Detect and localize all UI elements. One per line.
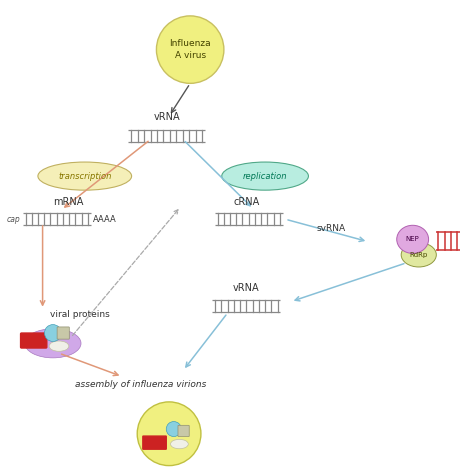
- FancyBboxPatch shape: [57, 327, 69, 339]
- Text: AAAA: AAAA: [93, 215, 117, 224]
- Ellipse shape: [397, 225, 428, 254]
- Text: svRNA: svRNA: [316, 224, 345, 233]
- Text: cap: cap: [7, 215, 20, 224]
- Ellipse shape: [38, 162, 132, 190]
- Ellipse shape: [401, 243, 437, 267]
- Circle shape: [166, 421, 181, 437]
- Text: vRNA: vRNA: [154, 112, 180, 122]
- Text: vRNA: vRNA: [233, 283, 260, 293]
- Ellipse shape: [222, 162, 309, 190]
- Text: mRNA: mRNA: [53, 197, 83, 207]
- Text: replication: replication: [243, 172, 287, 181]
- Ellipse shape: [25, 329, 81, 358]
- Ellipse shape: [49, 341, 69, 351]
- Ellipse shape: [155, 430, 188, 449]
- FancyBboxPatch shape: [178, 425, 189, 437]
- FancyBboxPatch shape: [143, 436, 166, 449]
- Text: viral proteins: viral proteins: [50, 310, 109, 319]
- Text: NEP: NEP: [406, 237, 419, 242]
- Text: assembly of influenza virions: assembly of influenza virions: [75, 380, 207, 389]
- Text: transcription: transcription: [58, 172, 111, 181]
- Text: cRNA: cRNA: [233, 197, 259, 207]
- Text: RdRp: RdRp: [410, 252, 428, 258]
- Circle shape: [156, 16, 224, 83]
- FancyBboxPatch shape: [20, 333, 47, 348]
- Circle shape: [45, 325, 61, 341]
- Circle shape: [137, 402, 201, 465]
- Text: Influenza
A virus: Influenza A virus: [169, 39, 211, 60]
- Ellipse shape: [171, 439, 188, 449]
